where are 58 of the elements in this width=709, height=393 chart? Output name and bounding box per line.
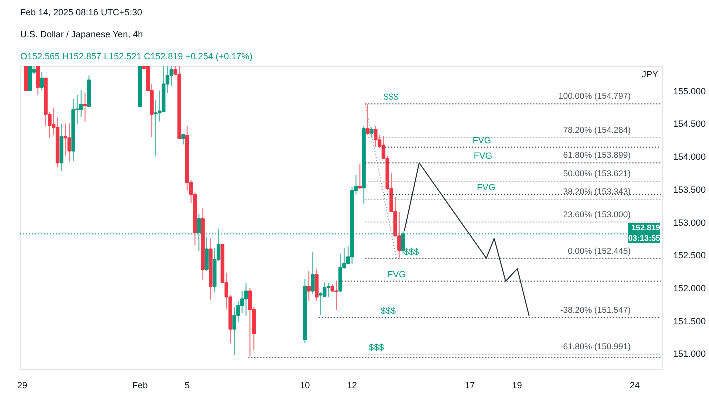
- y-tick-label: 153.500: [674, 184, 706, 195]
- candlestick: [370, 127, 374, 139]
- candlestick: [68, 123, 72, 162]
- series-label: 78.20% (154.284): [563, 124, 632, 135]
- annotation: $$$: [384, 92, 399, 102]
- candlestick: [244, 282, 248, 317]
- series-label: 50.00% (153.621): [563, 168, 632, 178]
- x-tick-label: 10: [300, 380, 310, 390]
- x-tick-label: Feb: [132, 380, 148, 390]
- candlestick: [40, 72, 44, 92]
- annotation: $$$: [404, 246, 420, 257]
- x-tick-label: 12: [347, 380, 358, 390]
- candlestick: [366, 103, 370, 136]
- candlestick: [326, 282, 331, 298]
- candlestick: [83, 92, 88, 122]
- y-axis-title: JPY: [642, 70, 659, 80]
- candlestick: [182, 134, 186, 146]
- x-tick-label: 29: [17, 380, 28, 390]
- series-label: 38.20% (153.343): [563, 186, 632, 197]
- annotation: $$$: [369, 342, 384, 352]
- series-label: 23.60% (153.000): [563, 209, 632, 220]
- chart-title: U.S. Dollar / Japanese Yen, 4h: [20, 30, 144, 40]
- y-tick-label: 152.500: [674, 250, 706, 261]
- x-tick-label: 17: [465, 380, 476, 390]
- y-tick-label: 151.000: [674, 349, 706, 360]
- y-tick-label: 154.500: [674, 119, 706, 130]
- ref-line-label: 152.819 03:13:55: [628, 223, 662, 244]
- y-tick-label: 155.000: [674, 86, 706, 96]
- candlestick: [374, 126, 378, 148]
- series-label: 61.80% (153.899): [563, 150, 632, 160]
- candlestick: [36, 66, 40, 96]
- chart-subtitle: O152.565 H152.857 L152.521 C152.819 +0.254 (+0.17%): [20, 52, 253, 62]
- annotation: FVG: [477, 182, 496, 193]
- x-tick-label: 5: [184, 380, 190, 390]
- x-tick-label: 19: [512, 380, 522, 390]
- y-tick-label: 154.000: [674, 152, 706, 162]
- annotation: FVG: [472, 135, 492, 146]
- y-tick-label: 151.500: [674, 316, 706, 326]
- y-tick-label: 152.000: [674, 284, 706, 294]
- text: Feb 14, 2025 08:16 UTC+5:30: [20, 8, 142, 18]
- candlestick: [358, 164, 362, 190]
- candlestick: [307, 271, 311, 302]
- series-label: 100.00% (154.797): [558, 91, 632, 102]
- annotation: $$$: [380, 306, 396, 316]
- annotation: FVG: [474, 151, 493, 162]
- series-label: -61.80% (150.991): [560, 341, 632, 352]
- candlestick: [398, 212, 402, 259]
- candlestick: [311, 252, 315, 294]
- x-tick-label: 24: [630, 380, 640, 390]
- annotation: FVG: [388, 269, 406, 280]
- series-label: 0.00% (152.445): [568, 246, 632, 256]
- y-tick-label: 153.000: [674, 218, 706, 228]
- candlestick: [248, 288, 252, 357]
- candlestick: [334, 280, 338, 311]
- candlestick: [205, 236, 209, 272]
- candlestick: [170, 66, 174, 87]
- series-label: -38.20% (151.547): [560, 304, 632, 315]
- candlestick: [315, 268, 319, 302]
